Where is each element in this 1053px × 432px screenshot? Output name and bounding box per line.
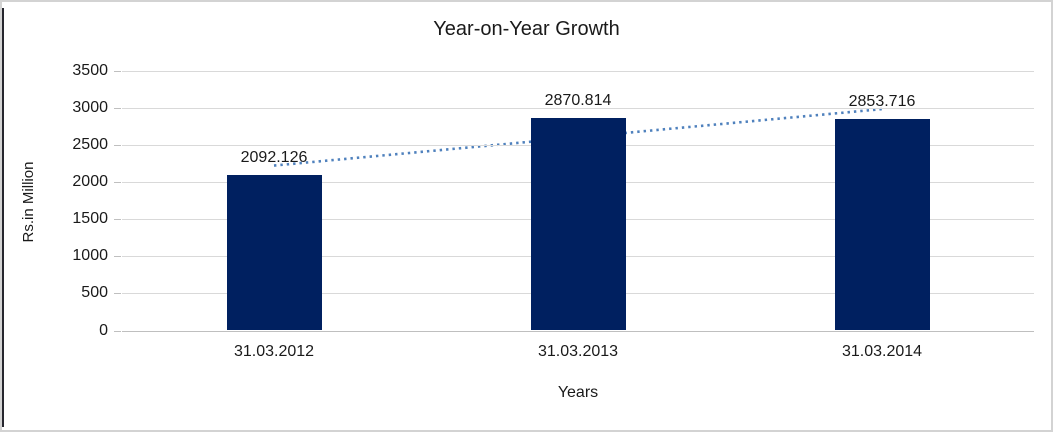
bar <box>226 175 322 331</box>
x-axis-title: Years <box>557 384 599 401</box>
y-tick-label: 2000 <box>72 173 108 191</box>
y-tick-label: 2500 <box>72 136 108 154</box>
bar-value-label: 2853.716 <box>848 92 916 110</box>
chart-title: Year-on-Year Growth <box>433 18 620 40</box>
bar <box>530 117 626 331</box>
gridline <box>122 330 1034 332</box>
y-tick-mark <box>114 182 121 184</box>
y-tick-label: 0 <box>99 321 108 339</box>
y-tick-mark <box>114 219 121 221</box>
gridline <box>122 71 1034 72</box>
y-tick-mark <box>114 293 121 295</box>
y-tick-mark <box>114 145 121 147</box>
y-tick-mark <box>114 330 121 332</box>
y-tick-label: 1000 <box>72 247 108 265</box>
gridline <box>122 108 1034 110</box>
bar <box>834 118 930 331</box>
x-category-label: 31.03.2013 <box>537 343 619 360</box>
frame-left-edge <box>2 8 4 427</box>
y-tick-mark <box>114 108 121 110</box>
bar-value-label: 2092.126 <box>240 149 308 167</box>
bar-value-label: 2870.814 <box>544 91 612 109</box>
y-tick-label: 3000 <box>72 99 108 117</box>
x-category-label: 31.03.2012 <box>233 343 315 360</box>
x-category-label: 31.03.2014 <box>841 343 923 360</box>
y-tick-mark <box>114 256 121 258</box>
y-tick-label: 500 <box>81 284 108 302</box>
y-tick-label: 1500 <box>72 210 108 228</box>
y-tick-label: 3500 <box>72 62 108 79</box>
y-tick-mark <box>114 71 121 72</box>
y-axis-title: Rs.in Million <box>20 161 37 243</box>
